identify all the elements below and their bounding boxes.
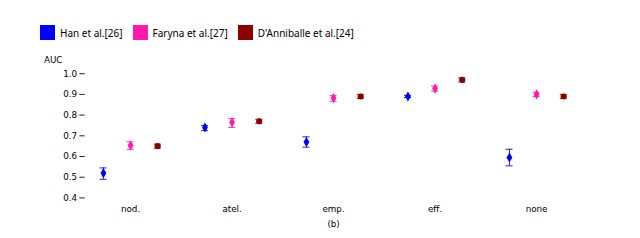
html-text:D'Anniballe et al.[24]: D'Anniballe et al.[24] xyxy=(257,25,354,40)
svg-text:atel.: atel. xyxy=(222,204,241,214)
svg-text:0.8: 0.8 xyxy=(63,110,77,120)
svg-text:eff.: eff. xyxy=(428,204,442,214)
svg-text:nod.: nod. xyxy=(121,204,140,214)
svg-text:none: none xyxy=(526,204,548,214)
svg-text:0.9: 0.9 xyxy=(63,89,77,99)
svg-text:0.6: 0.6 xyxy=(63,151,77,161)
html-text:Faryna et al.[27]: Faryna et al.[27] xyxy=(152,25,228,40)
svg-text:(b): (b) xyxy=(327,219,339,229)
svg-text:1.0: 1.0 xyxy=(63,68,77,78)
svg-text:AUC: AUC xyxy=(44,55,63,65)
html-text:Han et al.[26]: Han et al.[26] xyxy=(60,25,123,40)
svg-text:0.4: 0.4 xyxy=(63,193,77,203)
svg-text:emp.: emp. xyxy=(322,204,344,214)
svg-text:0.7: 0.7 xyxy=(63,131,77,141)
svg-text:0.5: 0.5 xyxy=(63,172,77,182)
